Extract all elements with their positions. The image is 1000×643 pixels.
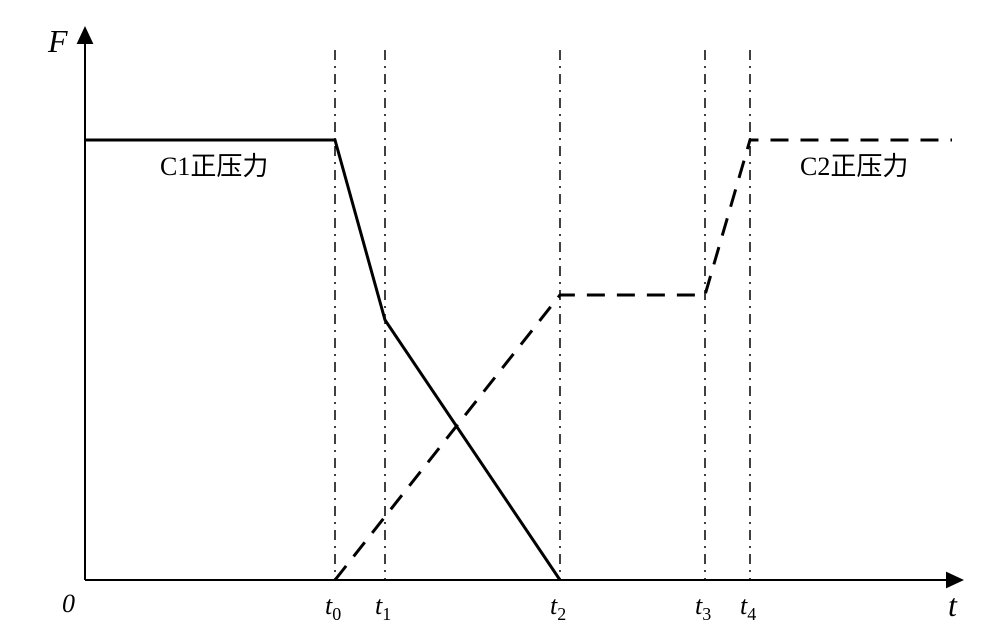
pressure-chart: Ft0t0t1t2t3t4C1正压力C2正压力	[0, 0, 1000, 643]
chart-background	[0, 0, 1000, 643]
y-axis-label: F	[47, 23, 68, 59]
series-label-C2: C2正压力	[800, 152, 908, 181]
series-label-C1: C1正压力	[160, 152, 268, 181]
x-axis-label: t	[948, 587, 958, 623]
origin-label: 0	[62, 589, 75, 618]
